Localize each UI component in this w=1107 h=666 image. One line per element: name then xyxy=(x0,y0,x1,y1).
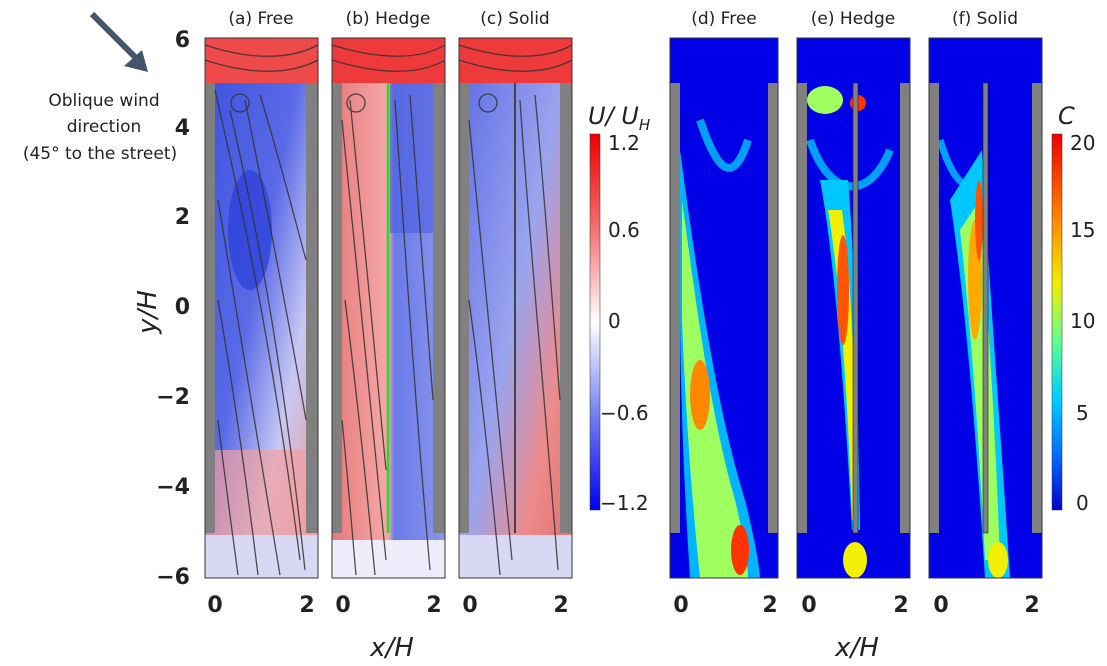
velocity-colorbar-title: U/ UH xyxy=(588,102,650,134)
concentration-colorbar-title: C xyxy=(1058,102,1075,130)
x-axis-label-right: x/H xyxy=(834,633,879,663)
panel-title: (a) Free xyxy=(228,9,293,29)
panel-title: (e) Hedge xyxy=(811,9,895,29)
x-tick-label: 2 xyxy=(299,593,314,618)
y-tick-label: 6 xyxy=(175,28,190,53)
x-tick-label: 0 xyxy=(933,593,948,618)
velocity-tick: 0.6 xyxy=(608,218,640,242)
x-tick-label: 0 xyxy=(801,593,816,618)
velocity-tick: −0.6 xyxy=(600,401,649,425)
x-tick-label: 0 xyxy=(462,593,477,618)
x-tick-label: 2 xyxy=(426,593,441,618)
velocity-tick: −1.2 xyxy=(600,491,649,515)
y-tick-label: −2 xyxy=(156,385,190,410)
x-tick-label: 2 xyxy=(762,593,777,618)
panel-title: (b) Hedge xyxy=(346,9,431,29)
panel-d-free xyxy=(669,37,779,579)
y-tick-label: −6 xyxy=(156,565,190,590)
concentration-colorbar: C 20 15 10 5 0 xyxy=(1051,102,1095,515)
annotation-line-2: direction xyxy=(67,117,142,137)
panel-e-hedge xyxy=(796,37,911,579)
velocity-colorbar: U/ UH 1.2 0.6 0 −0.6 −1.2 xyxy=(588,102,650,515)
panel-title: (d) Free xyxy=(691,9,757,29)
concentration-tick: 15 xyxy=(1070,218,1095,242)
panel-title: (f) Solid xyxy=(952,9,1018,29)
x-tick-labels-left: 0 2 0 2 0 2 xyxy=(207,593,568,618)
x-axis-label-left: x/H xyxy=(369,633,414,663)
x-tick-label: 2 xyxy=(893,593,908,618)
x-tick-label: 0 xyxy=(335,593,350,618)
velocity-tick: 1.2 xyxy=(608,131,640,155)
y-tick-label: −4 xyxy=(156,475,190,500)
wind-direction-arrow xyxy=(89,11,148,72)
concentration-tick: 0 xyxy=(1076,491,1089,515)
annotation-line-1: Oblique wind xyxy=(48,91,159,111)
x-tick-label: 0 xyxy=(207,593,222,618)
panel-b-hedge xyxy=(331,37,446,579)
annotation-line-3: (45° to the street) xyxy=(23,144,177,164)
y-tick-label: 2 xyxy=(175,205,190,230)
x-tick-labels-right: 0 2 0 2 0 2 xyxy=(673,593,1039,618)
x-tick-label: 0 xyxy=(673,593,688,618)
velocity-tick: 0 xyxy=(608,309,621,333)
y-tick-label: 4 xyxy=(175,116,190,141)
y-axis-label: y/H xyxy=(133,290,163,335)
panel-c-solid xyxy=(458,37,573,579)
concentration-tick: 5 xyxy=(1076,401,1089,425)
concentration-tick: 10 xyxy=(1070,309,1095,333)
x-tick-label: 2 xyxy=(553,593,568,618)
panel-a-free xyxy=(204,37,319,579)
y-tick-label: 0 xyxy=(175,295,190,320)
concentration-tick: 20 xyxy=(1070,131,1095,155)
x-tick-label: 2 xyxy=(1024,593,1039,618)
panel-title: (c) Solid xyxy=(480,9,549,29)
y-tick-labels: 6 4 2 0 −2 −4 −6 xyxy=(156,28,190,590)
panel-f-solid xyxy=(928,37,1043,579)
